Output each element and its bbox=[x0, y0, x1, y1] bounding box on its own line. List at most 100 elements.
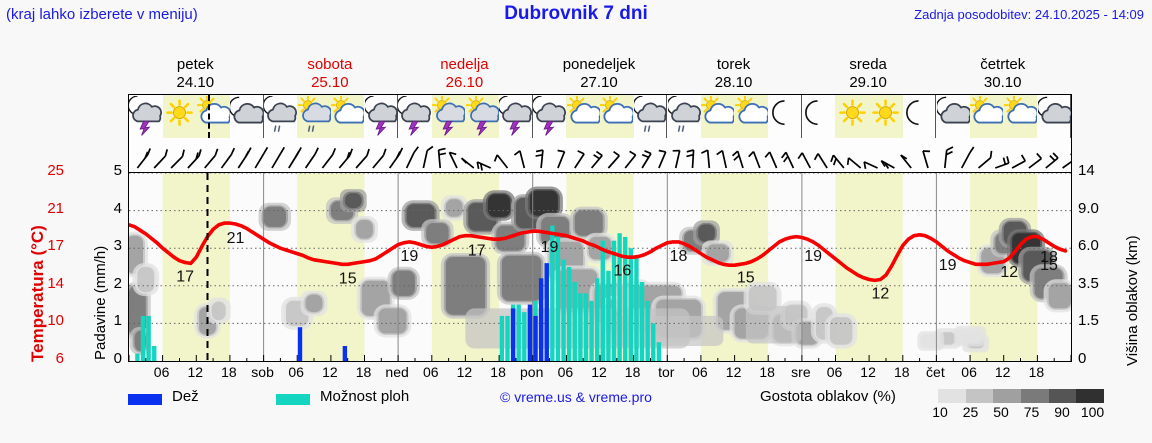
temperature-axis-title: Temperatura (°C) bbox=[6, 170, 47, 366]
x-tick-label: 18 bbox=[894, 364, 910, 380]
day-header-row: petek 24.10 sobota 25.10 nedelja 26.10 ponedel… bbox=[128, 56, 1072, 94]
precipitation-tick: 1 bbox=[113, 312, 122, 330]
day-date: 27.10 bbox=[580, 74, 618, 91]
day-date: 26.10 bbox=[445, 74, 484, 91]
precipitation-axis-title: Padavine (mm/h) bbox=[72, 170, 109, 366]
cloud-density-shade bbox=[938, 389, 966, 403]
cloud-density-shade bbox=[965, 389, 994, 403]
moon-cloud-thunder-icon bbox=[363, 95, 398, 137]
x-tick-label: 18 bbox=[221, 364, 237, 380]
moon-cloud-icon bbox=[1036, 96, 1073, 137]
sun-cloud-icon bbox=[600, 94, 635, 137]
x-tick-label: 18 bbox=[624, 364, 641, 380]
day-icons-petek bbox=[127, 94, 265, 138]
precipitation-tick: 4 bbox=[113, 199, 122, 217]
moon-icon bbox=[903, 96, 936, 137]
day-date: 30.10 bbox=[983, 74, 1022, 91]
copyright-link[interactable]: © vreme.us & vreme.pro bbox=[500, 389, 652, 405]
x-tick-label: 12 bbox=[456, 364, 473, 380]
day-name: četrtek bbox=[980, 56, 1026, 73]
day-icons-sobota bbox=[262, 94, 399, 138]
x-tick-label: 06 bbox=[288, 364, 304, 380]
x-tick-label: 18 bbox=[490, 364, 506, 380]
cloudheight-tick: 9.0 bbox=[1078, 199, 1099, 217]
moon-cloud-thunder-icon bbox=[397, 95, 432, 137]
x-tick-label: 12 bbox=[322, 364, 338, 380]
cloud-density-colorbar bbox=[938, 389, 1105, 403]
day-name: torek bbox=[716, 56, 751, 73]
moon-cloud-drizzle-icon bbox=[666, 95, 701, 137]
cloud-density-shade bbox=[993, 389, 1022, 403]
x-tick-label: sob bbox=[251, 364, 274, 380]
cloud-density-shade bbox=[1021, 389, 1049, 403]
sun-cloud-thunder-icon bbox=[431, 94, 467, 137]
temperature-annotation: 15 bbox=[1040, 257, 1058, 274]
day-date: 25.10 bbox=[311, 74, 349, 91]
cloudheight-tick: 1.5 bbox=[1078, 312, 1099, 330]
precipitation-axis-label: Padavine (mm/h) bbox=[92, 245, 109, 360]
temperature-annotation: 16 bbox=[614, 262, 632, 279]
weather-icon-strip bbox=[127, 94, 1073, 138]
x-tick-label: 12 bbox=[725, 364, 742, 380]
page-title: Dubrovnik 7 dni bbox=[504, 3, 648, 24]
day-name: sreda bbox=[849, 56, 887, 73]
sun-icon bbox=[836, 96, 869, 137]
cloud-density-shade bbox=[1076, 389, 1105, 403]
temperature-annotation: 12 bbox=[1000, 264, 1018, 281]
cloud-density-tick: 100 bbox=[1080, 404, 1105, 420]
sun-cloud-icon bbox=[734, 94, 770, 137]
cloud-density-tick: 10 bbox=[932, 404, 948, 420]
sun-cloud-drizzle-icon bbox=[297, 94, 332, 137]
daylight-band bbox=[835, 95, 903, 138]
x-tick-label: 06 bbox=[692, 364, 708, 380]
precipitation-tick: 3 bbox=[113, 237, 122, 255]
precipitation-tick: 0 bbox=[113, 350, 122, 367]
cloud-density-ticks: 10 25 50 75 90 100 bbox=[928, 404, 1118, 422]
temperature-annotation: 19 bbox=[939, 257, 957, 274]
temperature-tick: 25 bbox=[47, 162, 64, 179]
day-date: 24.10 bbox=[176, 74, 215, 91]
day-date: 29.10 bbox=[849, 74, 887, 91]
x-tick-label: čet bbox=[926, 364, 945, 380]
temperature-curve bbox=[129, 221, 1068, 283]
day-header-četrtek: četrtek 30.10 bbox=[935, 56, 1070, 94]
moon-cloud-icon bbox=[935, 96, 972, 137]
moon-cloud-thunder-icon bbox=[127, 95, 163, 137]
moon-cloud-thunder-icon bbox=[531, 95, 567, 137]
meteogram-plot: 17 21 15 19 17 19 16 18 15 19 12 19 12 18 15 bbox=[128, 172, 1072, 362]
temperature-annotation: 19 bbox=[541, 239, 559, 256]
temperature-annotation: 19 bbox=[401, 248, 419, 265]
moon-cloud-drizzle-icon bbox=[632, 95, 667, 137]
sun-cloud-icon bbox=[1003, 94, 1039, 137]
day-date: 28.10 bbox=[714, 74, 753, 91]
showers-legend-label: Možnost ploh bbox=[320, 388, 410, 405]
current-time-marker-icons bbox=[207, 95, 210, 138]
rain-swatch bbox=[128, 394, 162, 405]
sun-cloud-icon bbox=[330, 94, 366, 137]
x-tick-label: 12 bbox=[591, 364, 607, 380]
x-tick-label: 18 bbox=[355, 364, 372, 380]
x-tick-label: 06 bbox=[961, 364, 977, 380]
temperature-annotation: 17 bbox=[468, 243, 486, 260]
precipitation-tick: 2 bbox=[113, 274, 122, 292]
precipitation-tick: 5 bbox=[113, 162, 122, 179]
temperature-tick: 14 bbox=[47, 274, 64, 292]
temperature-annotation: 12 bbox=[872, 286, 890, 303]
sun-cloud-thunder-icon bbox=[465, 94, 500, 137]
x-tick-label: sre bbox=[791, 364, 811, 380]
location-hint: (kraj lahko izberete v meniju) bbox=[6, 6, 198, 23]
sun-cloud-icon bbox=[196, 94, 232, 137]
moon-icon bbox=[802, 96, 835, 137]
x-tick-label: pon bbox=[520, 364, 544, 380]
legend: Dež Možnost ploh © vreme.us & vreme.pro … bbox=[128, 388, 1138, 428]
x-tick-label: 18 bbox=[1028, 364, 1045, 380]
cloud-density-legend-label: Gostota oblakov (%) bbox=[760, 388, 896, 405]
x-tick-label: 18 bbox=[759, 364, 775, 380]
cloud-density-tick: 90 bbox=[1054, 404, 1070, 420]
cloud-density-tick: 25 bbox=[962, 404, 979, 420]
temperature-tick: 17 bbox=[47, 237, 64, 255]
day-header-nedelja: nedelja 26.10 bbox=[397, 56, 532, 94]
wind-barb-strip bbox=[128, 138, 1072, 172]
rain-bars bbox=[297, 263, 549, 361]
